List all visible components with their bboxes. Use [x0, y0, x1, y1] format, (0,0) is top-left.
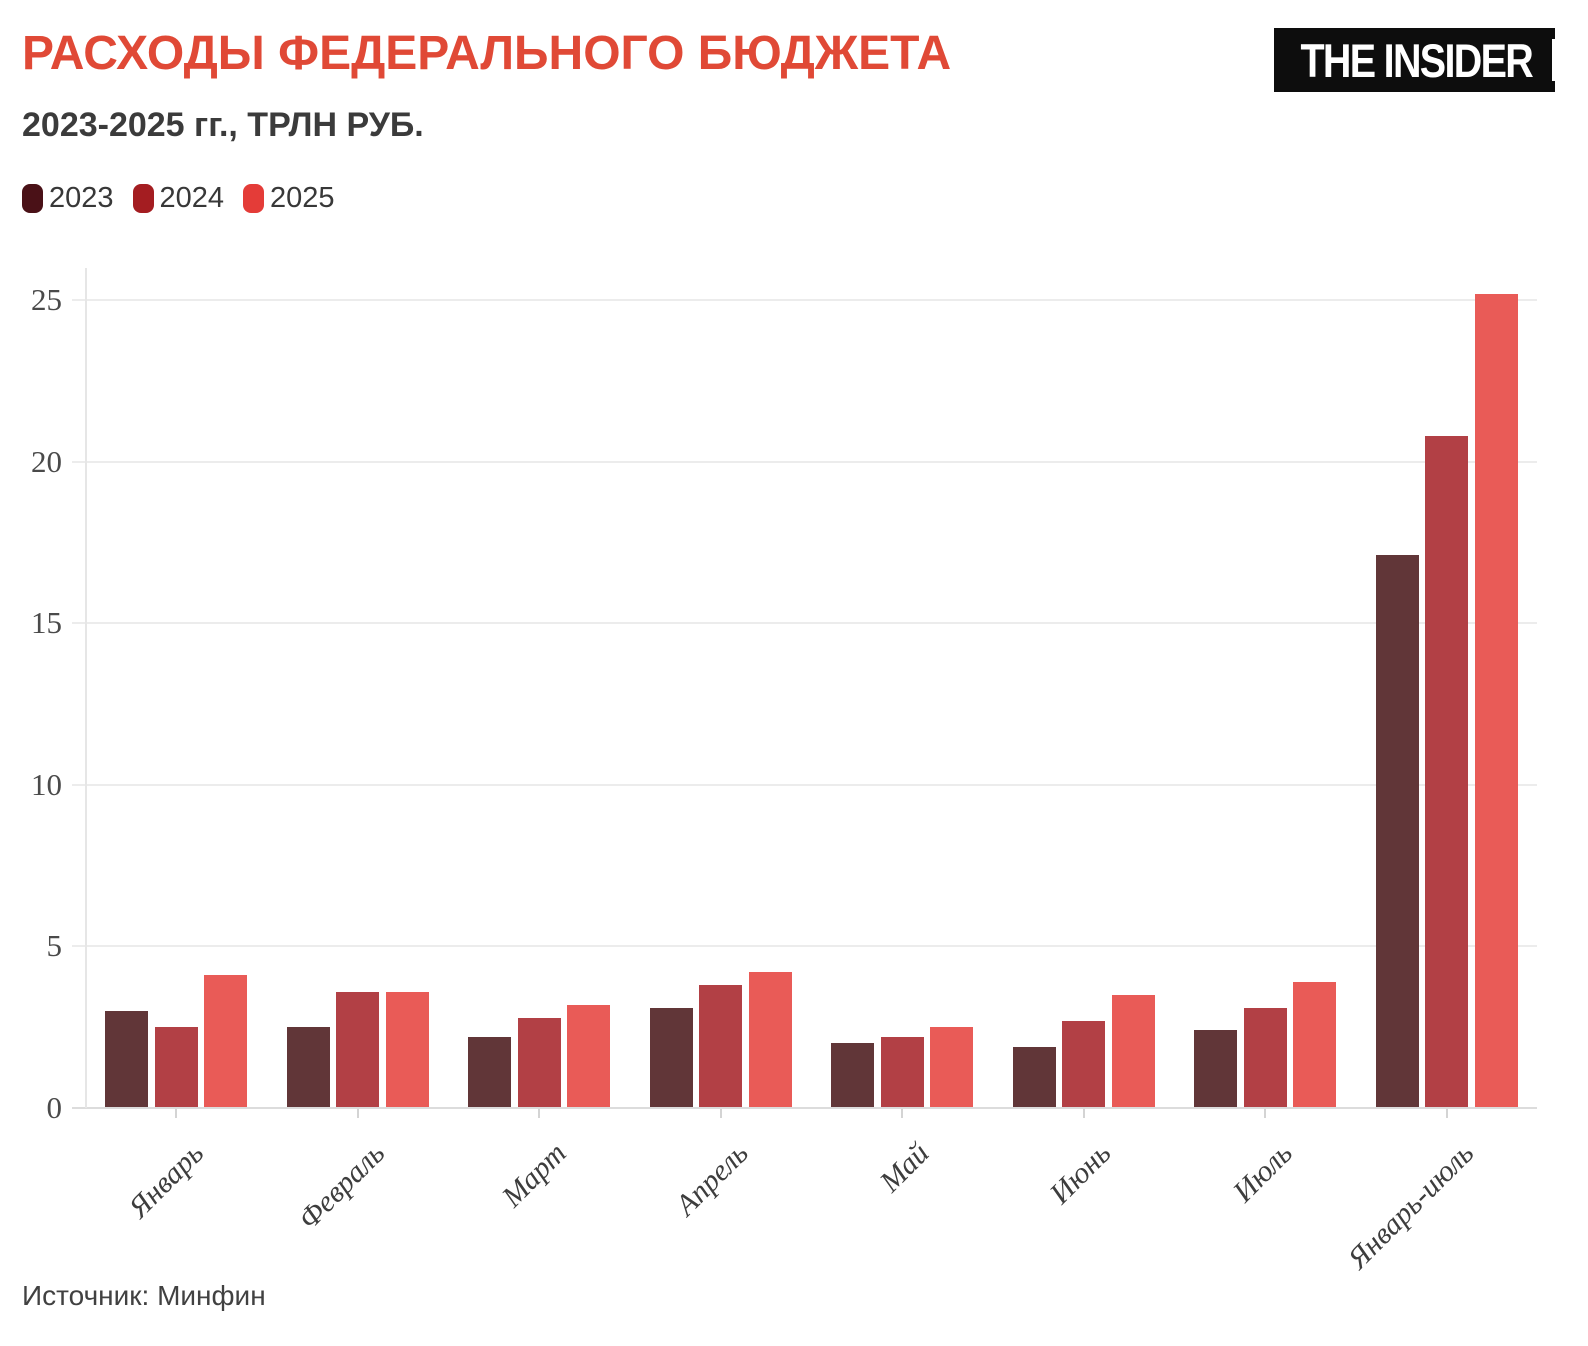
- legend-item: 2024: [132, 182, 225, 214]
- legend-swatch: [132, 184, 154, 213]
- bar: [567, 1004, 610, 1107]
- x-axis-tick: [1445, 1109, 1448, 1118]
- x-axis-tick: [901, 1109, 903, 1118]
- page-subtitle: 2023-2025 гг., ТРЛН РУБ.: [22, 106, 424, 144]
- bar: [468, 1036, 511, 1107]
- bar: [1474, 293, 1518, 1107]
- y-tick-label: 25: [31, 282, 62, 317]
- x-axis-tick: [1082, 1109, 1085, 1118]
- x-tick-label: Январь-июль: [1341, 1136, 1481, 1276]
- brand-logo: THE INSIDER: [1274, 28, 1555, 92]
- gridline: [72, 622, 1537, 625]
- bar: [1012, 1046, 1056, 1107]
- legend-swatch: [22, 184, 43, 213]
- bar: [1243, 1007, 1287, 1107]
- bar: [1062, 1020, 1105, 1107]
- x-tick-label: Март: [495, 1136, 573, 1214]
- legend-label: 2023: [49, 182, 114, 214]
- bar: [1375, 555, 1419, 1107]
- x-axis-tick: [356, 1109, 359, 1118]
- bar: [105, 1011, 148, 1107]
- y-tick-label: 5: [46, 928, 63, 964]
- bar: [517, 1017, 561, 1107]
- x-tick-label: Июнь: [1043, 1136, 1118, 1211]
- bar: [1425, 435, 1468, 1107]
- y-tick-label: 15: [31, 605, 62, 641]
- legend-label: 2024: [159, 182, 225, 214]
- bar: [748, 972, 792, 1107]
- bar: [649, 1007, 693, 1107]
- source-note: Источник: Минфин: [22, 1280, 266, 1311]
- bar: [930, 1027, 973, 1107]
- legend-label: 2025: [270, 182, 335, 214]
- x-axis-tick: [538, 1109, 540, 1118]
- x-axis-baseline: [72, 1107, 1537, 1109]
- x-tick-label: Февраль: [292, 1136, 392, 1236]
- brand-logo-text: THE INSIDER: [1300, 33, 1533, 87]
- gridline: [72, 945, 1537, 948]
- x-axis-tick: [1264, 1109, 1266, 1118]
- bar: [880, 1036, 924, 1107]
- gridline: [72, 783, 1537, 786]
- x-axis-tick: [175, 1109, 177, 1118]
- legend-swatch: [243, 184, 265, 213]
- bar: [204, 975, 247, 1107]
- bar: [1194, 1030, 1237, 1107]
- legend: 2023 2024 2025: [22, 184, 335, 213]
- bar: [831, 1043, 874, 1107]
- y-tick-label: 10: [31, 766, 62, 802]
- brand-cursor-bar-icon: [1551, 39, 1555, 81]
- legend-item: 2023: [22, 184, 114, 213]
- y-axis-line: [85, 268, 87, 1108]
- bar: [385, 991, 429, 1107]
- bar: [1293, 981, 1336, 1107]
- bar: [154, 1027, 198, 1107]
- x-tick-label: Май: [873, 1136, 936, 1199]
- bar: [699, 985, 742, 1107]
- page-title: РАСХОДЫ ФЕДЕРАЛЬНОГО БЮДЖЕТА: [22, 27, 952, 80]
- gridline: [72, 299, 1537, 301]
- gridline: [72, 460, 1537, 463]
- bar: [286, 1027, 330, 1107]
- x-tick-label: Январь: [122, 1136, 210, 1225]
- x-tick-label: Апрель: [669, 1136, 755, 1222]
- bar: [336, 991, 379, 1107]
- legend-item: 2025: [243, 184, 335, 213]
- bar: [1111, 994, 1155, 1107]
- x-axis-tick: [719, 1109, 722, 1118]
- y-tick-label: 20: [31, 443, 62, 479]
- y-tick-label: 0: [46, 1090, 63, 1125]
- x-tick-label: Июль: [1226, 1136, 1299, 1209]
